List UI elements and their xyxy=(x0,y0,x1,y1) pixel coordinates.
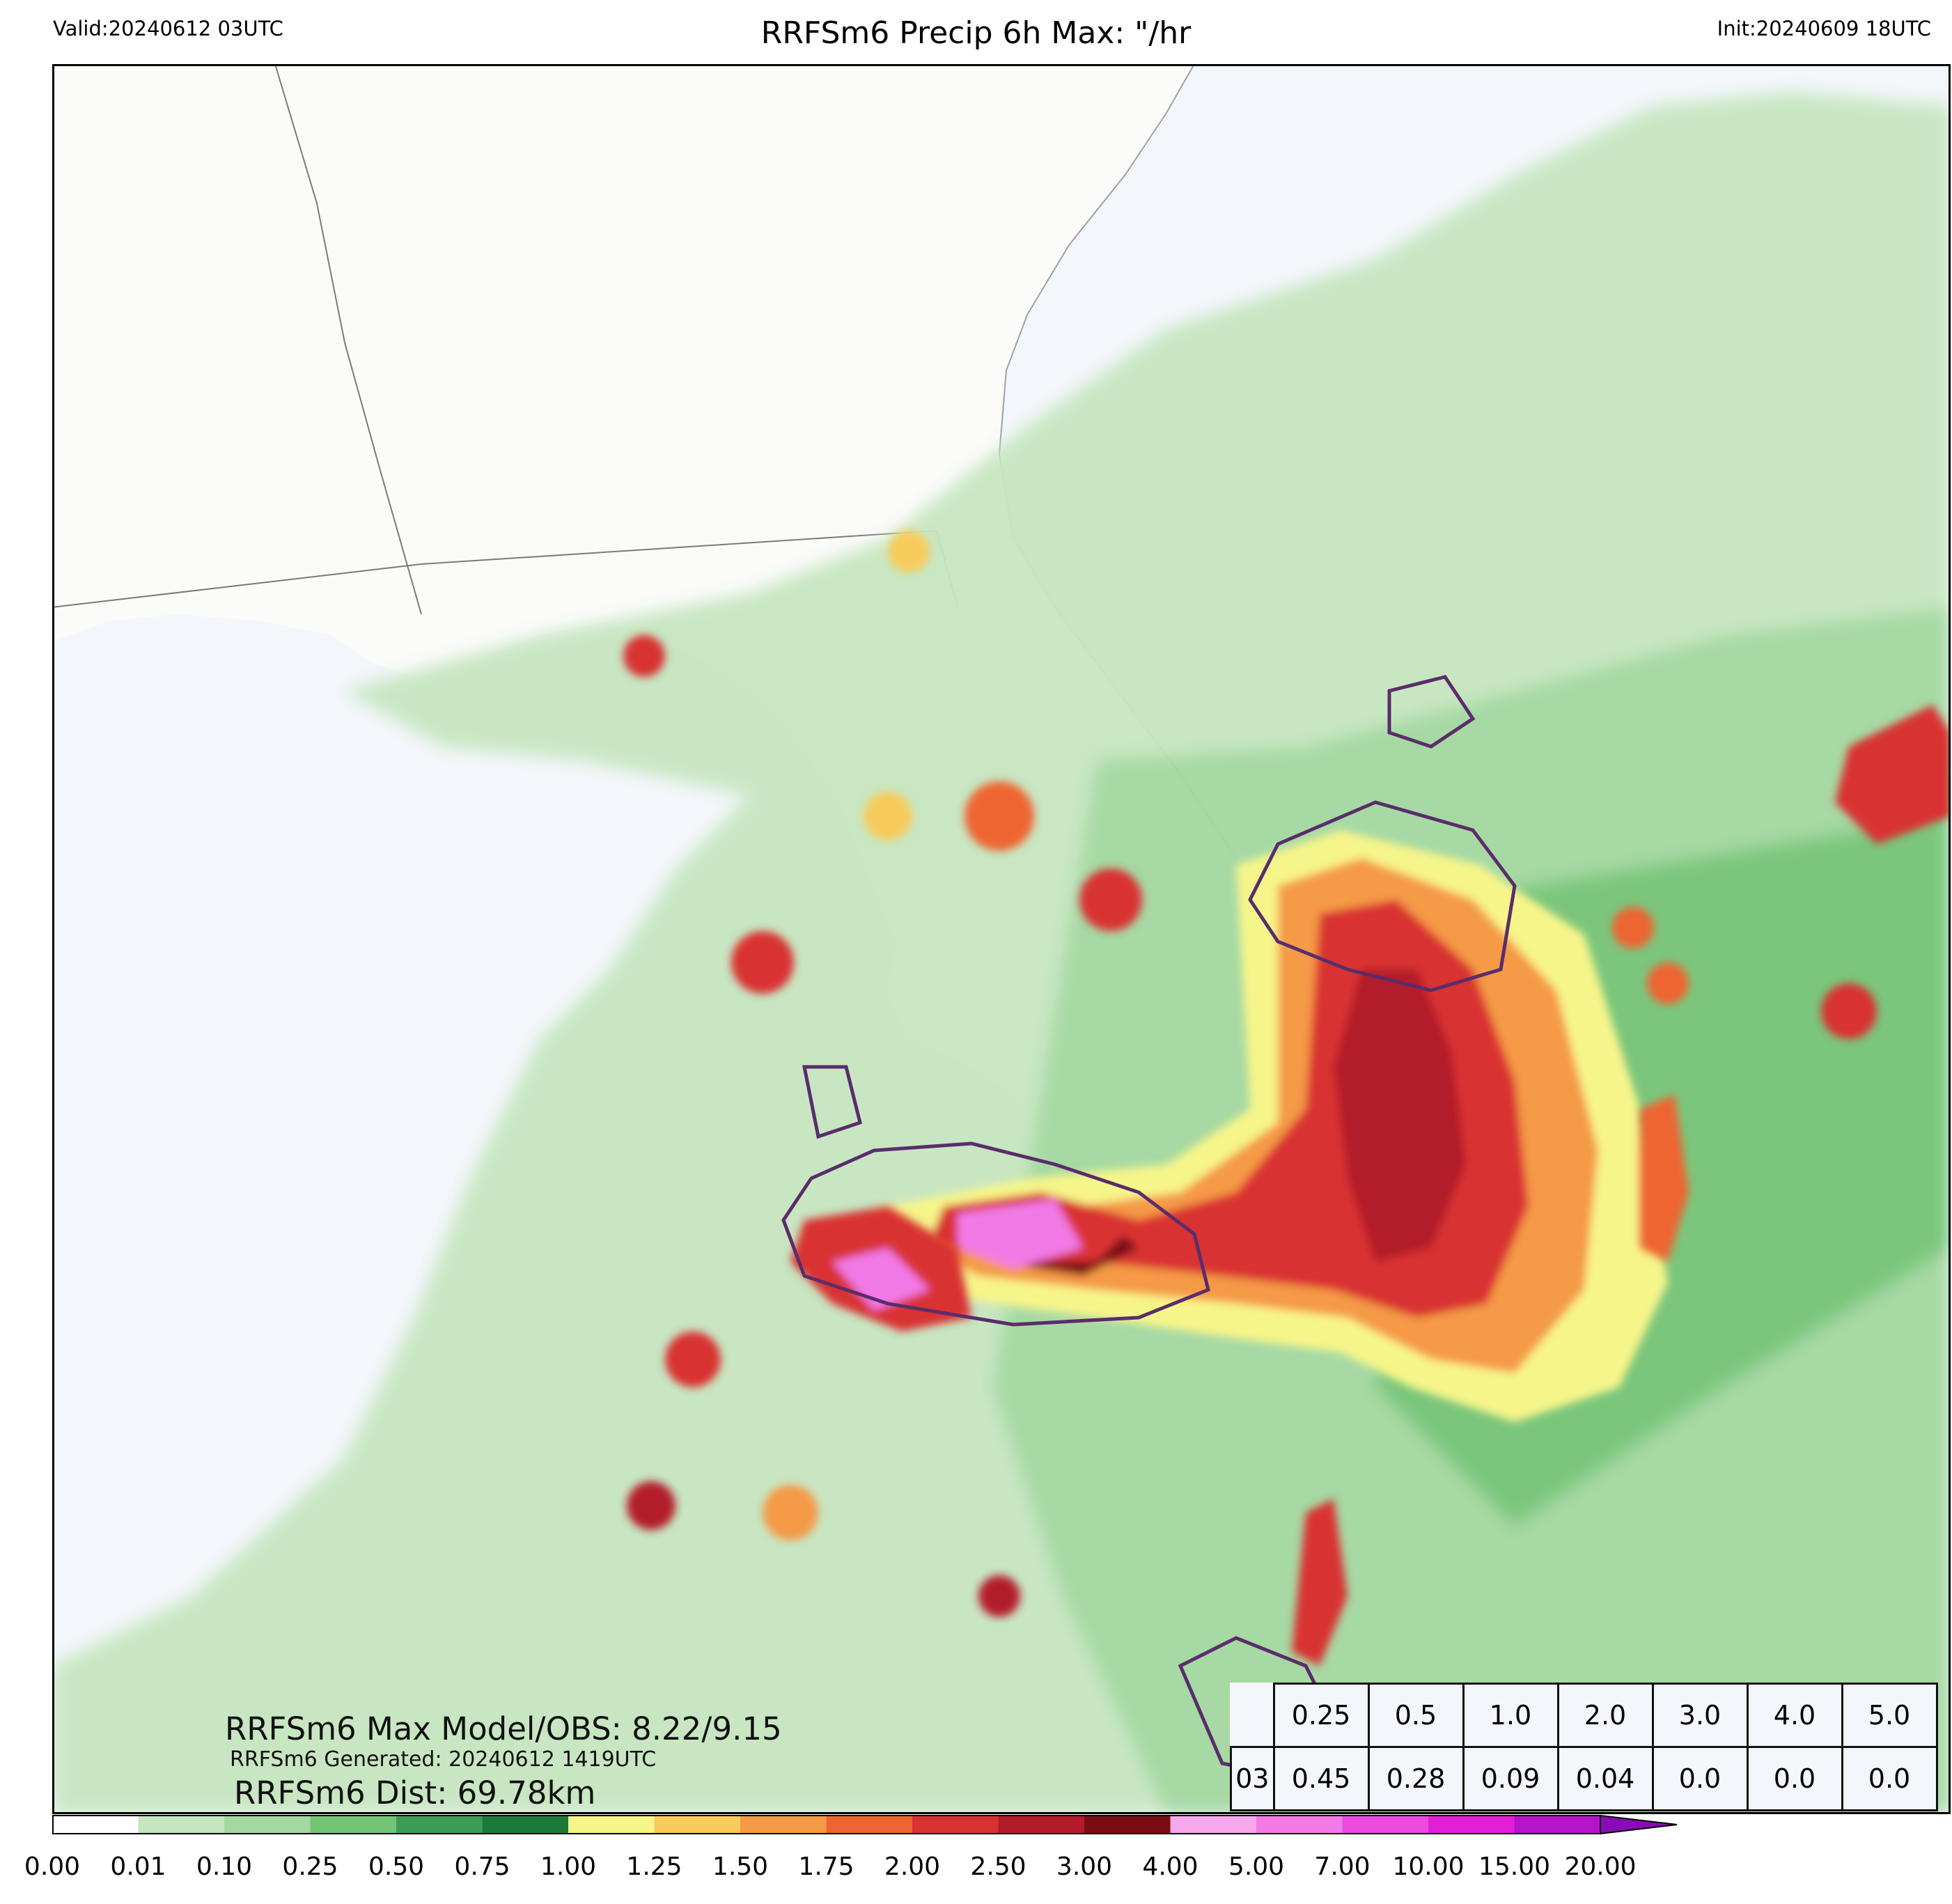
threshold-cell: 2.0 xyxy=(1556,1683,1654,1748)
colorbar-segment xyxy=(740,1816,827,1834)
colorbar-segment xyxy=(998,1816,1085,1834)
threshold-cell: 1.0 xyxy=(1462,1683,1559,1748)
generated-label: RRFSm6 Generated: 20240612 1419UTC xyxy=(230,1747,657,1772)
threshold-cell: 4.0 xyxy=(1746,1683,1843,1748)
colorbar-segment xyxy=(52,1816,139,1834)
value-cell: 0.28 xyxy=(1367,1746,1465,1811)
colorbar-tick-label: 1.75 xyxy=(798,1852,854,1881)
precip-west-cells xyxy=(623,531,1142,1530)
value-cell: 0.09 xyxy=(1462,1746,1559,1811)
colorbar-segment xyxy=(1256,1816,1343,1834)
colorbar-tick-label: 10.00 xyxy=(1392,1852,1465,1881)
precip-heavy-band xyxy=(804,830,1668,1422)
colorbar-tick-label: 2.50 xyxy=(970,1852,1026,1881)
precipitation-map xyxy=(52,64,1951,1814)
table-corner xyxy=(1231,1683,1275,1748)
colorbar-tick-label: 2.00 xyxy=(884,1852,941,1881)
colorbar-tick-label: 15.00 xyxy=(1478,1852,1551,1881)
row-label-cell: 03 xyxy=(1230,1746,1275,1811)
colorbar-segment xyxy=(138,1816,225,1834)
colorbar-tick-label: 0.01 xyxy=(110,1852,166,1881)
max-model-obs-label: RRFSm6 Max Model/OBS: 8.22/9.15 xyxy=(225,1710,782,1747)
colorbar-segment xyxy=(1084,1816,1171,1834)
threshold-cell: 5.0 xyxy=(1841,1683,1938,1748)
threshold-cell: 3.0 xyxy=(1651,1683,1749,1748)
map-title: RRFSm6 Precip 6h Max: "/hr xyxy=(760,15,1192,51)
colorbar-segment xyxy=(1428,1816,1515,1834)
threshold-stats-table: 0.25 0.5 1.0 2.0 3.0 4.0 5.0 03 0.45 0.2… xyxy=(1230,1683,1938,1811)
colorbar-segment xyxy=(310,1816,397,1834)
colorbar-segment xyxy=(912,1816,999,1834)
colorbar-segment xyxy=(396,1816,483,1834)
colorbar-tick-label: 4.00 xyxy=(1142,1852,1198,1881)
value-row: 03 0.45 0.28 0.09 0.04 0.0 0.0 0.0 xyxy=(1230,1746,1938,1811)
value-cell: 0.04 xyxy=(1556,1746,1654,1811)
colorbar-segment xyxy=(826,1816,913,1834)
colorbar-tick-label: 0.00 xyxy=(24,1852,81,1881)
colorbar-segment xyxy=(1170,1816,1257,1834)
colorbar-tick-label: 5.00 xyxy=(1228,1852,1285,1881)
colorbar-segment xyxy=(482,1816,569,1834)
colorbar-extend-arrow xyxy=(1600,1814,1678,1835)
colorbar-tick-label: 20.00 xyxy=(1564,1852,1637,1881)
colorbar-segment xyxy=(568,1816,655,1834)
distance-label: RRFSm6 Dist: 69.78km xyxy=(234,1774,596,1811)
colorbar-tick-label: 1.50 xyxy=(712,1852,769,1881)
value-cell: 0.45 xyxy=(1272,1746,1370,1811)
colorbar-segment xyxy=(1514,1816,1601,1834)
colorbar xyxy=(52,1814,1678,1835)
state-border-al-ga xyxy=(274,64,422,615)
colorbar-segment xyxy=(654,1816,741,1834)
init-time: Init:20240609 18UTC xyxy=(1717,17,1931,40)
threshold-row: 0.25 0.5 1.0 2.0 3.0 4.0 5.0 xyxy=(1231,1683,1938,1748)
colorbar-tick-label: 0.10 xyxy=(196,1852,253,1881)
value-cell: 0.0 xyxy=(1841,1746,1938,1811)
colorbar-segment xyxy=(224,1816,311,1834)
colorbar-tick-label: 1.25 xyxy=(626,1852,682,1881)
value-cell: 0.0 xyxy=(1746,1746,1843,1811)
threshold-cell: 0.5 xyxy=(1367,1683,1465,1748)
colorbar-tick-label: 3.00 xyxy=(1056,1852,1113,1881)
colorbar-tick-label: 0.25 xyxy=(282,1852,338,1881)
map-frame xyxy=(52,64,1951,1814)
threshold-cell: 0.25 xyxy=(1272,1683,1370,1748)
colorbar-tick-label: 7.00 xyxy=(1314,1852,1371,1881)
colorbar-tick-label: 1.00 xyxy=(540,1852,597,1881)
value-cell: 0.0 xyxy=(1651,1746,1749,1811)
colorbar-tick-label: 0.50 xyxy=(368,1852,425,1881)
valid-time: Valid:20240612 03UTC xyxy=(53,17,283,40)
precip-east-cells xyxy=(763,705,1951,1666)
obs-contours xyxy=(781,675,1517,1779)
colorbar-frame xyxy=(52,1815,1601,1834)
colorbar-tick-label: 0.75 xyxy=(454,1852,510,1881)
colorbar-segment xyxy=(1342,1816,1429,1834)
